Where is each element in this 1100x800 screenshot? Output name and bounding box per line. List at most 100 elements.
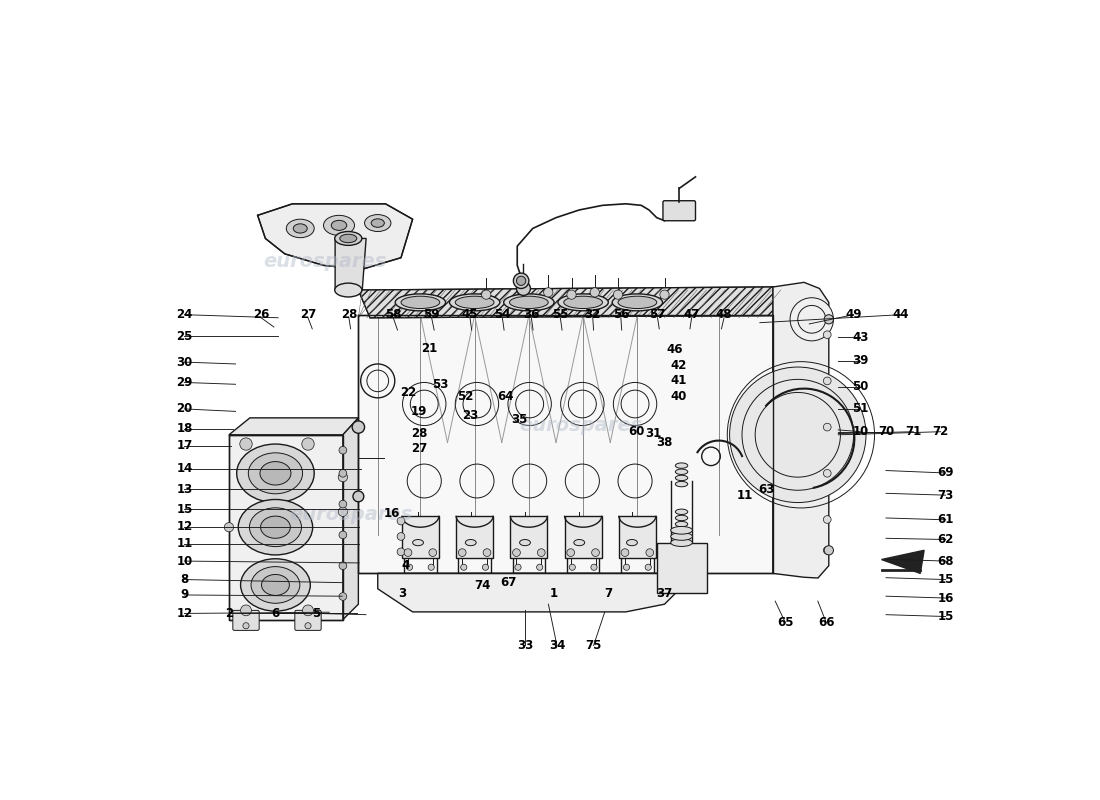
Circle shape — [824, 331, 832, 338]
Text: 66: 66 — [818, 616, 835, 629]
Circle shape — [339, 593, 346, 600]
Ellipse shape — [671, 533, 692, 540]
Circle shape — [352, 421, 364, 434]
Ellipse shape — [675, 522, 688, 527]
FancyBboxPatch shape — [663, 201, 695, 221]
Text: 27: 27 — [410, 442, 427, 455]
Circle shape — [614, 290, 623, 299]
Text: 14: 14 — [176, 462, 192, 475]
Circle shape — [592, 549, 600, 557]
Text: 7: 7 — [604, 587, 612, 600]
Text: 71: 71 — [905, 426, 922, 438]
FancyBboxPatch shape — [619, 516, 656, 558]
Circle shape — [428, 564, 435, 570]
Text: 50: 50 — [852, 380, 869, 394]
Text: 31: 31 — [645, 427, 661, 440]
Text: 11: 11 — [736, 489, 752, 502]
Circle shape — [353, 491, 364, 502]
Text: 1: 1 — [550, 587, 558, 600]
Circle shape — [824, 516, 832, 523]
Ellipse shape — [249, 453, 302, 494]
Text: 15: 15 — [176, 503, 192, 516]
Text: eurospares: eurospares — [263, 251, 387, 270]
FancyBboxPatch shape — [564, 516, 602, 558]
Text: 37: 37 — [657, 587, 672, 600]
Ellipse shape — [294, 224, 307, 233]
Circle shape — [404, 549, 411, 557]
Text: 73: 73 — [937, 489, 954, 502]
Circle shape — [397, 548, 405, 556]
Polygon shape — [257, 204, 412, 270]
Circle shape — [621, 549, 629, 557]
Circle shape — [461, 564, 466, 570]
Text: 72: 72 — [933, 426, 948, 438]
Text: 43: 43 — [852, 331, 869, 344]
Circle shape — [624, 564, 629, 570]
Ellipse shape — [455, 296, 494, 309]
Text: 54: 54 — [494, 308, 510, 321]
Polygon shape — [881, 550, 924, 574]
Text: 35: 35 — [512, 413, 528, 426]
Text: 62: 62 — [937, 533, 954, 546]
Ellipse shape — [395, 294, 446, 311]
Polygon shape — [377, 574, 680, 612]
Circle shape — [824, 546, 832, 554]
Ellipse shape — [465, 539, 476, 546]
Text: eurospares: eurospares — [519, 416, 642, 435]
Ellipse shape — [450, 294, 499, 311]
Text: 12: 12 — [176, 607, 192, 620]
Circle shape — [569, 564, 575, 570]
Circle shape — [538, 549, 546, 557]
Circle shape — [517, 276, 526, 286]
Ellipse shape — [558, 294, 608, 311]
Ellipse shape — [509, 296, 548, 309]
Text: 70: 70 — [878, 426, 894, 438]
Ellipse shape — [671, 538, 692, 546]
Text: 21: 21 — [421, 342, 437, 355]
Text: 3: 3 — [398, 587, 406, 600]
Text: 29: 29 — [176, 376, 192, 389]
Circle shape — [537, 564, 542, 570]
Ellipse shape — [675, 515, 688, 521]
Ellipse shape — [402, 296, 440, 309]
Circle shape — [824, 423, 832, 431]
Text: 59: 59 — [424, 308, 440, 321]
Text: 16: 16 — [937, 591, 954, 605]
Polygon shape — [773, 287, 827, 574]
Ellipse shape — [627, 539, 637, 546]
Circle shape — [302, 605, 313, 616]
Ellipse shape — [331, 220, 346, 230]
Text: 28: 28 — [341, 308, 358, 321]
Text: 25: 25 — [176, 330, 192, 342]
Text: 63: 63 — [759, 482, 774, 495]
Text: 40: 40 — [671, 390, 688, 403]
Ellipse shape — [334, 283, 362, 297]
Text: 18: 18 — [176, 422, 192, 435]
Circle shape — [824, 377, 832, 385]
Circle shape — [338, 473, 348, 482]
Circle shape — [517, 282, 530, 295]
Text: 69: 69 — [937, 466, 954, 479]
Polygon shape — [343, 418, 359, 619]
Circle shape — [240, 438, 252, 450]
Text: 30: 30 — [176, 356, 192, 369]
Text: 13: 13 — [176, 482, 192, 495]
Text: 23: 23 — [462, 409, 478, 422]
Text: 10: 10 — [852, 426, 869, 438]
Text: 5: 5 — [312, 607, 321, 620]
Ellipse shape — [675, 469, 688, 474]
Polygon shape — [359, 287, 781, 318]
Text: 22: 22 — [400, 386, 417, 399]
Ellipse shape — [675, 475, 688, 481]
Text: 15: 15 — [937, 610, 954, 623]
Text: 47: 47 — [683, 308, 700, 321]
Circle shape — [339, 500, 346, 508]
Ellipse shape — [675, 463, 688, 468]
Text: 68: 68 — [937, 554, 954, 567]
Circle shape — [645, 564, 651, 570]
Text: 74: 74 — [474, 579, 491, 592]
Circle shape — [660, 290, 669, 299]
FancyBboxPatch shape — [456, 516, 493, 558]
Text: 33: 33 — [517, 639, 534, 652]
Circle shape — [406, 564, 412, 570]
